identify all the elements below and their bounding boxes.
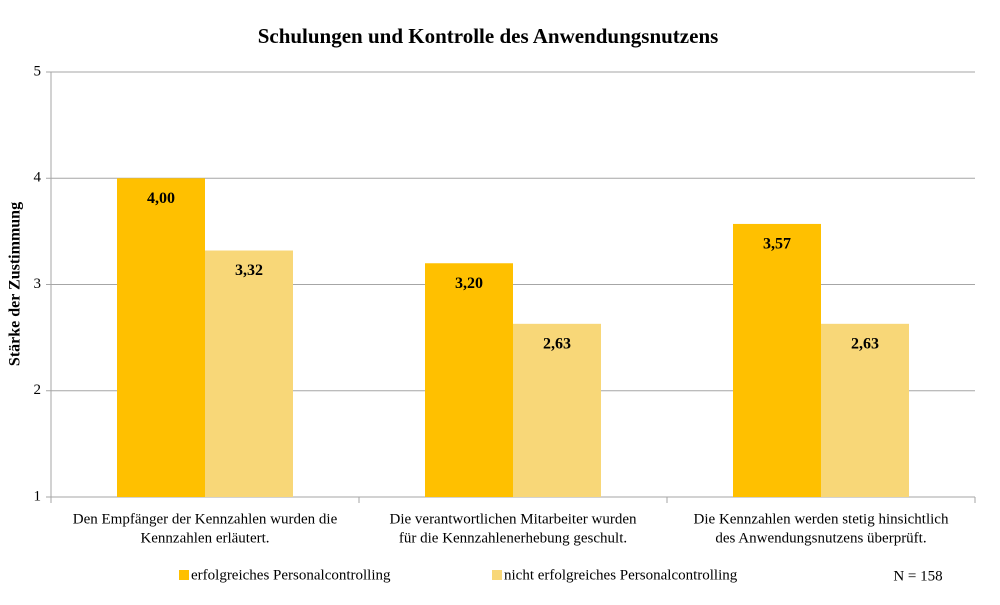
bar [821,323,909,497]
legend-label: nicht erfolgreiches Personalcontrolling [504,567,738,583]
bar [117,178,205,497]
x-tick-label: Die verantwortlichen Mitarbeiter wurden [390,511,637,527]
y-tick-label: 2 [34,382,42,398]
value-label: 2,63 [543,335,571,352]
bar [425,263,513,497]
legend-label: erfolgreiches Personalcontrolling [191,567,391,583]
legend-swatch [179,570,189,580]
x-tick-label: für die Kennzahlenerhebung geschult. [399,530,627,546]
bar [733,223,821,497]
x-tick-label: Die Kennzahlen werden stetig hinsichtlic… [694,511,949,527]
bar [205,250,293,497]
value-label: 4,00 [147,190,175,207]
value-label: 3,20 [455,275,483,292]
chart-title: Schulungen und Kontrolle des Anwendungsn… [258,24,719,48]
y-tick-label: 5 [34,63,42,79]
value-label: 3,32 [235,262,263,279]
legend-swatch [492,570,502,580]
x-tick-label: Den Empfänger der Kennzahlen wurden die [73,511,338,527]
y-tick-label: 1 [34,488,42,504]
bar [513,323,601,497]
y-tick-label: 4 [34,170,42,186]
annotation: N = 158 [893,568,942,584]
x-tick-label: des Anwendungsnutzens überprüft. [715,530,926,546]
x-tick-label: Kennzahlen erläutert. [140,530,269,546]
y-tick-label: 3 [34,276,42,292]
y-axis-label: Stärke der Zustimmung [7,202,24,366]
value-label: 2,63 [851,335,879,352]
value-label: 3,57 [763,236,791,253]
